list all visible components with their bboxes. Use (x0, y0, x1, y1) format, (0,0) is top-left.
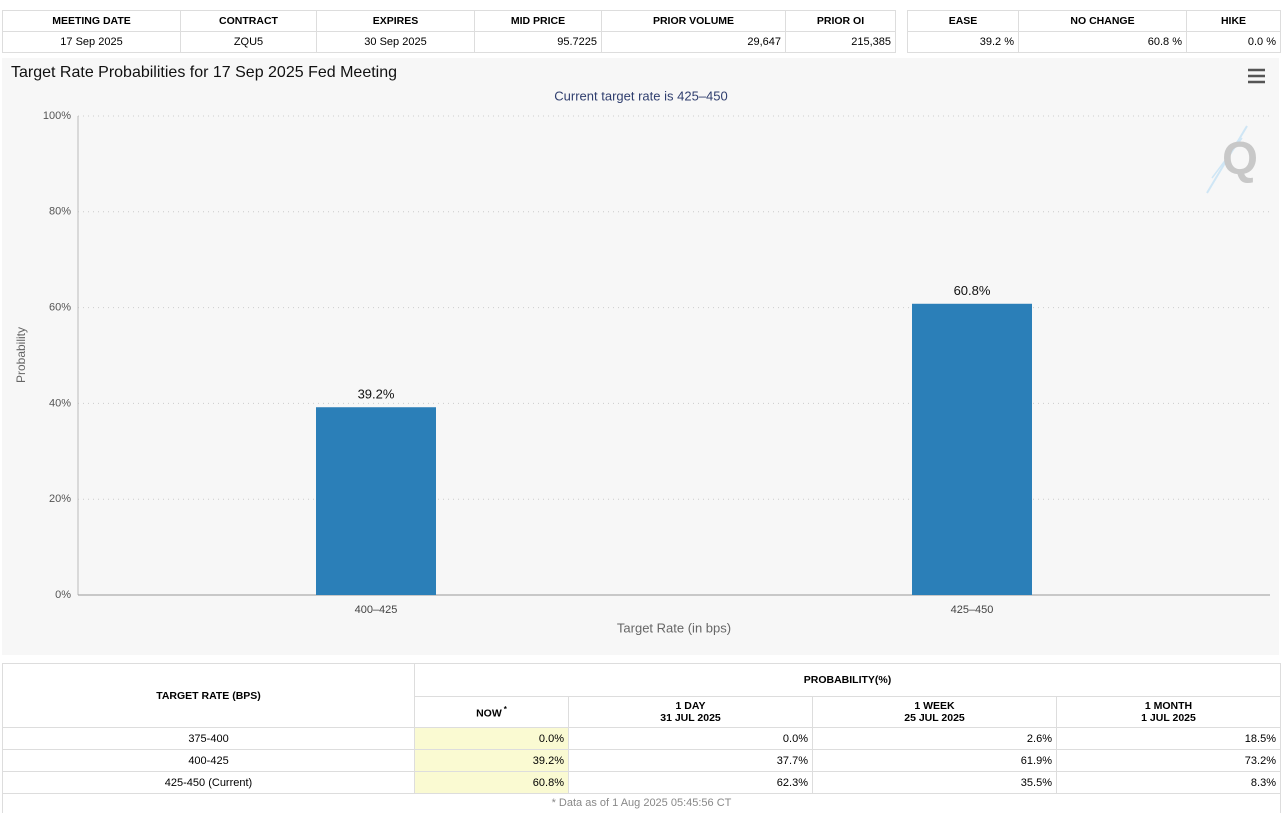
summary-table-box: MEETING DATE CONTRACT EXPIRES MID PRICE PRIO… (2, 10, 896, 53)
x-tick-label: 400–425 (355, 604, 398, 616)
column-header: 1 WEEK 25 JUL 2025 (812, 696, 1057, 728)
header-row: MEETING DATE CONTRACT EXPIRES MID PRICE PRIO… (2, 10, 896, 32)
bar (316, 407, 436, 595)
column-header: 1 DAY 31 JUL 2025 (568, 696, 813, 728)
cell: 17 Sep 2025 (2, 31, 181, 53)
data-row: 400-425 39.2% 37.7% 61.9% 73.2% (2, 749, 1281, 772)
cell: 60.8 % (1018, 31, 1187, 53)
column-date: 25 JUL 2025 (904, 712, 965, 724)
cell: 0.0 % (1186, 31, 1281, 53)
footnote: * Data as of 1 Aug 2025 05:45:56 CT (2, 793, 1281, 813)
cell: 2.6% (812, 727, 1057, 750)
cell: 60.8% (414, 771, 569, 794)
y-tick-label: 60% (49, 302, 71, 314)
x-axis-label: Target Rate (in bps) (617, 620, 731, 635)
chart: Target Rate Probabilities for 17 Sep 202… (2, 58, 1279, 655)
data-row: 17 Sep 2025 ZQU5 30 Sep 2025 95.7225 29,647 2… (2, 31, 896, 53)
column-header: MID PRICE (474, 10, 602, 32)
cell: 375-400 (2, 727, 415, 750)
data-row: 375-400 0.0% 0.0% 2.6% 18.5% (2, 727, 1281, 750)
cell: 8.3% (1056, 771, 1281, 794)
cell: 30 Sep 2025 (316, 31, 475, 53)
chart-background (2, 58, 1279, 655)
cell: 61.9% (812, 749, 1057, 772)
cell: 0.0% (414, 727, 569, 750)
x-tick-label: 425–450 (951, 604, 994, 616)
menu-icon[interactable] (1248, 68, 1265, 84)
column-label: 1 MONTH (1144, 700, 1193, 712)
probability-table-box: TARGET RATE (BPS) PROBABILITY(%) NOW * 1 DAY… (2, 663, 1281, 813)
data-label: 60.8% (954, 283, 991, 298)
data-row: 39.2 % 60.8 % 0.0 % (907, 31, 1281, 53)
ease-table-box: EASE NO CHANGE HIKE 39.2 % 60.8 % 0.0 % (907, 10, 1281, 53)
column-label: NOW (476, 707, 502, 720)
column-header: NOW * (414, 696, 569, 728)
header-row: EASE NO CHANGE HIKE (907, 10, 1281, 32)
cell: 0.0% (568, 727, 813, 750)
column-header: PRIOR OI (785, 10, 896, 32)
cell: 39.2% (414, 749, 569, 772)
column-date: 1 JUL 2025 (1141, 712, 1196, 724)
chart-subtitle: Current target rate is 425–450 (554, 88, 727, 103)
header-row: NOW * 1 DAY 31 JUL 2025 1 WEEK 25 JUL 2025 1 M… (3, 696, 1281, 728)
y-tick-label: 40% (49, 397, 71, 409)
cell: 35.5% (812, 771, 1057, 794)
column-header: EXPIRES (316, 10, 475, 32)
bar (912, 303, 1032, 595)
column-date: 31 JUL 2025 (660, 712, 721, 724)
column-header: EASE (907, 10, 1019, 32)
cell: 425-450 (Current) (2, 771, 415, 794)
y-tick-label: 20% (49, 493, 71, 505)
column-label: 1 DAY (675, 700, 706, 712)
footnote-row: * Data as of 1 Aug 2025 05:45:56 CT (2, 793, 1281, 813)
cell: 62.3% (568, 771, 813, 794)
cell: 73.2% (1056, 749, 1281, 772)
data-label: 39.2% (358, 387, 395, 402)
table: EASE NO CHANGE HIKE 39.2 % 60.8 % 0.0 % (907, 10, 1281, 53)
cell: 400-425 (2, 749, 415, 772)
cell: 215,385 (785, 31, 896, 53)
column-label: 1 WEEK (914, 700, 955, 712)
y-axis-label: Probability (14, 327, 28, 383)
column-header: 1 MONTH 1 JUL 2025 (1056, 696, 1281, 728)
cell: 29,647 (601, 31, 786, 53)
group-header: PROBABILITY(%) (414, 663, 1281, 697)
svg-text:Q: Q (1222, 132, 1258, 184)
chart-title: Target Rate Probabilities for 17 Sep 202… (11, 64, 397, 81)
column-note: * (503, 705, 507, 715)
probability-table: TARGET RATE (BPS) PROBABILITY(%) NOW * 1 DAY… (2, 663, 1281, 813)
cell: 39.2 % (907, 31, 1019, 53)
column-header: CONTRACT (180, 10, 317, 32)
y-tick-label: 0% (55, 589, 71, 601)
cell: ZQU5 (180, 31, 317, 53)
column-header: HIKE (1186, 10, 1281, 32)
column-header: PRIOR VOLUME (601, 10, 786, 32)
table: MEETING DATE CONTRACT EXPIRES MID PRICE PRIO… (2, 10, 896, 53)
header-row: TARGET RATE (BPS) PROBABILITY(%) (2, 663, 1281, 728)
column-header: NO CHANGE (1018, 10, 1187, 32)
cell: 18.5% (1056, 727, 1281, 750)
y-tick-label: 80% (49, 206, 71, 218)
row-header: TARGET RATE (BPS) (2, 663, 415, 728)
cell: 95.7225 (474, 31, 602, 53)
data-row: 425-450 (Current) 60.8% 62.3% 35.5% 8.3% (2, 771, 1281, 794)
y-tick-label: 100% (43, 110, 71, 122)
column-header: MEETING DATE (2, 10, 181, 32)
logo: Q (1206, 125, 1258, 194)
cell: 37.7% (568, 749, 813, 772)
